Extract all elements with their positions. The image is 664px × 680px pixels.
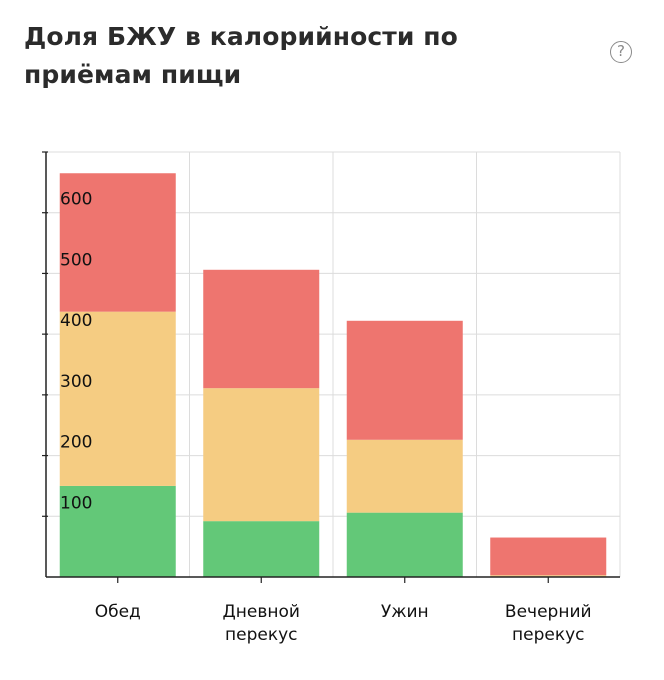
y-tick-label: 500 bbox=[60, 250, 92, 270]
bar-segment bbox=[59, 173, 176, 312]
bar-segment bbox=[203, 269, 320, 389]
y-tick-label: 200 bbox=[60, 433, 92, 453]
bar-segment bbox=[203, 388, 320, 522]
y-tick-label: 400 bbox=[60, 311, 92, 331]
x-tick-label: Дневной перекус bbox=[223, 602, 300, 645]
x-tick-label: Обед bbox=[95, 602, 141, 622]
y-tick-label: 300 bbox=[60, 372, 92, 392]
bar-segment bbox=[59, 311, 176, 486]
bar-segment bbox=[346, 320, 463, 440]
bar-segment bbox=[203, 521, 320, 577]
bar-segment bbox=[490, 537, 607, 576]
y-tick-label: 100 bbox=[60, 493, 92, 513]
bar-segment bbox=[346, 512, 463, 577]
x-tick-label: Ужин bbox=[381, 602, 429, 622]
chart-title: Доля БЖУ в калорийности по приёмам пищи bbox=[24, 22, 458, 89]
bar-segment bbox=[346, 439, 463, 513]
y-tick-label: 600 bbox=[60, 190, 92, 210]
bar-segment bbox=[490, 575, 607, 577]
x-tick-label: Вечерний перекус bbox=[505, 602, 592, 645]
help-icon[interactable]: ? bbox=[610, 41, 632, 63]
bar-segment bbox=[59, 485, 176, 577]
